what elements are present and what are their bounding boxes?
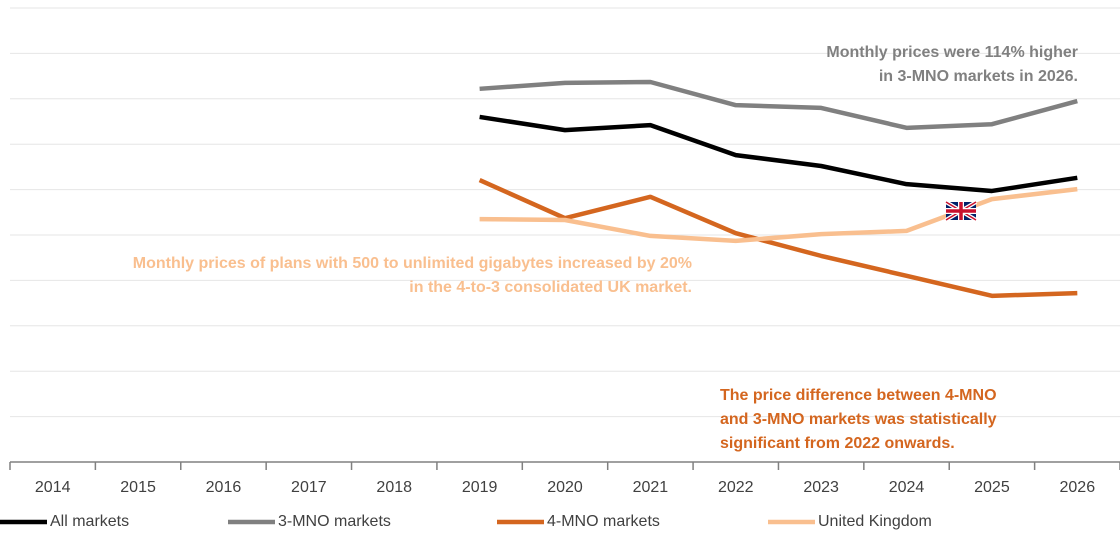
x-tick-label: 2021 bbox=[633, 479, 669, 496]
x-tick-label: 2025 bbox=[974, 479, 1010, 496]
annotation: Monthly prices were 114% higher bbox=[826, 44, 1078, 61]
x-tick-label: 2026 bbox=[1060, 479, 1096, 496]
x-tick-label: 2019 bbox=[462, 479, 498, 496]
x-tick-label: 2020 bbox=[547, 479, 583, 496]
legend-label: 4-MNO markets bbox=[547, 513, 660, 530]
x-tick-label: 2015 bbox=[120, 479, 156, 496]
x-tick-label: 2017 bbox=[291, 479, 327, 496]
annotation: in the 4-to-3 consolidated UK market. bbox=[409, 279, 692, 296]
x-tick-label: 2023 bbox=[803, 479, 839, 496]
annotation: The price difference between 4-MNO bbox=[720, 387, 997, 404]
x-tick-label: 2024 bbox=[889, 479, 925, 496]
x-tick-label: 2022 bbox=[718, 479, 754, 496]
legend-label: 3-MNO markets bbox=[278, 513, 391, 530]
annotation: significant from 2022 onwards. bbox=[720, 435, 955, 452]
legend-label: United Kingdom bbox=[818, 513, 932, 530]
series-line bbox=[479, 114, 1078, 194]
annotation: Monthly prices of plans with 500 to unli… bbox=[133, 255, 692, 272]
x-tick-label: 2016 bbox=[206, 479, 242, 496]
uk-flag bbox=[944, 200, 978, 222]
series-line bbox=[479, 186, 1078, 244]
annotation: in 3-MNO markets in 2026. bbox=[879, 68, 1078, 85]
x-tick-label: 2014 bbox=[35, 479, 71, 496]
x-tick-label: 2018 bbox=[376, 479, 412, 496]
legend-label: All markets bbox=[50, 513, 129, 530]
series-line bbox=[478, 178, 1078, 299]
annotation: and 3-MNO markets was statistically bbox=[720, 411, 997, 428]
series-line bbox=[479, 79, 1078, 131]
